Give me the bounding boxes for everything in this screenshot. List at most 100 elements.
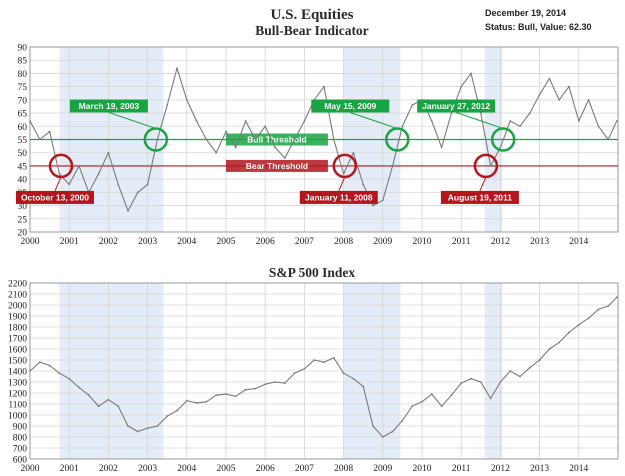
data-point (313, 359, 316, 361)
signal-label: January 11, 2008 (305, 192, 373, 202)
x-tick-label: 2013 (530, 464, 549, 474)
data-point (244, 388, 247, 391)
y-tick-label: 80 (18, 70, 28, 80)
data-point (568, 85, 570, 88)
data-point (411, 104, 414, 107)
y-tick-label: 70 (18, 96, 28, 106)
signal-connector (479, 176, 487, 192)
data-point (460, 85, 463, 88)
data-point (362, 183, 365, 186)
data-point (450, 394, 453, 397)
data-point (401, 125, 404, 128)
x-tick-label: 2004 (177, 464, 196, 474)
data-point (577, 120, 580, 122)
x-tick-label: 2009 (373, 464, 392, 474)
threshold-label: Bull Threshold (247, 135, 307, 145)
threshold-label: Bear Threshold (246, 161, 308, 171)
data-point (607, 305, 610, 307)
data-point (391, 165, 394, 167)
y-tick-label: 85 (18, 57, 28, 67)
x-tick-label: 2008 (334, 237, 353, 247)
data-point (254, 387, 257, 390)
data-point (185, 98, 188, 101)
y-tick-label: 60 (18, 123, 28, 133)
data-point (244, 120, 247, 122)
data-point (362, 385, 365, 388)
data-point (185, 399, 188, 402)
y-tick-label: 1300 (8, 379, 27, 389)
data-point (519, 375, 521, 378)
data-point (587, 98, 590, 101)
data-point (58, 172, 61, 175)
y-tick-label: 600 (13, 456, 28, 466)
signal-label: March 19, 2003 (79, 101, 140, 111)
data-point (381, 199, 384, 202)
data-point (146, 183, 149, 186)
data-point (166, 104, 169, 107)
y-tick-label: 2200 (8, 280, 27, 290)
data-point (597, 308, 600, 311)
y-tick-label: 45 (18, 162, 28, 172)
x-tick-label: 2001 (60, 237, 79, 247)
data-point (156, 138, 159, 141)
y-tick-label: 1200 (8, 390, 27, 400)
x-tick-label: 2001 (60, 464, 79, 474)
data-point (283, 157, 286, 159)
data-point (372, 425, 374, 427)
x-tick-label: 2006 (256, 237, 275, 247)
data-point (391, 430, 394, 433)
data-point (460, 382, 463, 384)
data-point (568, 331, 570, 334)
x-tick-label: 2002 (99, 237, 118, 247)
signal-label: January 27, 2012 (422, 101, 490, 111)
bull-bear-panel: 2025303540455055606570758085902000200120… (15, 44, 619, 247)
data-point (107, 151, 110, 154)
data-point (215, 394, 218, 397)
data-point (97, 172, 100, 175)
data-point (283, 382, 286, 384)
data-point (78, 165, 80, 167)
y-tick-label: 1500 (8, 357, 27, 367)
data-point (587, 317, 590, 320)
x-tick-label: 2004 (177, 237, 196, 247)
data-point (509, 120, 512, 122)
data-point (215, 151, 218, 154)
data-point (176, 409, 178, 412)
data-point (254, 138, 257, 141)
data-point (499, 146, 502, 149)
signal-connector (54, 176, 62, 192)
date-label: December 19, 2014 (485, 8, 566, 18)
x-tick-label: 2005 (217, 464, 236, 474)
data-point (107, 398, 110, 401)
data-point (68, 377, 71, 380)
signal-label: May 15, 2009 (324, 101, 376, 111)
y-tick-label: 90 (18, 44, 28, 54)
y-tick-label: 1900 (8, 313, 27, 323)
data-point (509, 370, 512, 372)
data-point (381, 436, 384, 438)
data-point (607, 138, 610, 141)
chart-title-line1: U.S. Equities (271, 7, 354, 23)
data-point (303, 120, 306, 122)
data-point (205, 400, 208, 403)
data-point (136, 191, 139, 194)
data-point (234, 146, 237, 149)
data-point (519, 125, 521, 128)
data-point (430, 120, 433, 122)
x-tick-label: 2003 (138, 237, 157, 247)
data-point (440, 405, 443, 408)
data-point (274, 381, 276, 383)
data-point (332, 138, 335, 141)
y-tick-label: 2000 (8, 302, 27, 312)
data-point (58, 372, 61, 375)
y-tick-label: 1600 (8, 346, 27, 356)
data-point (323, 85, 325, 88)
data-point (225, 393, 227, 395)
signal-connector (338, 176, 346, 192)
x-tick-label: 2014 (569, 464, 588, 474)
data-point (29, 120, 31, 122)
data-point (421, 400, 423, 403)
sp500-panel: 6007008009001000110012001300140015001600… (8, 280, 619, 474)
data-point (127, 425, 129, 427)
x-tick-label: 2000 (21, 237, 40, 247)
